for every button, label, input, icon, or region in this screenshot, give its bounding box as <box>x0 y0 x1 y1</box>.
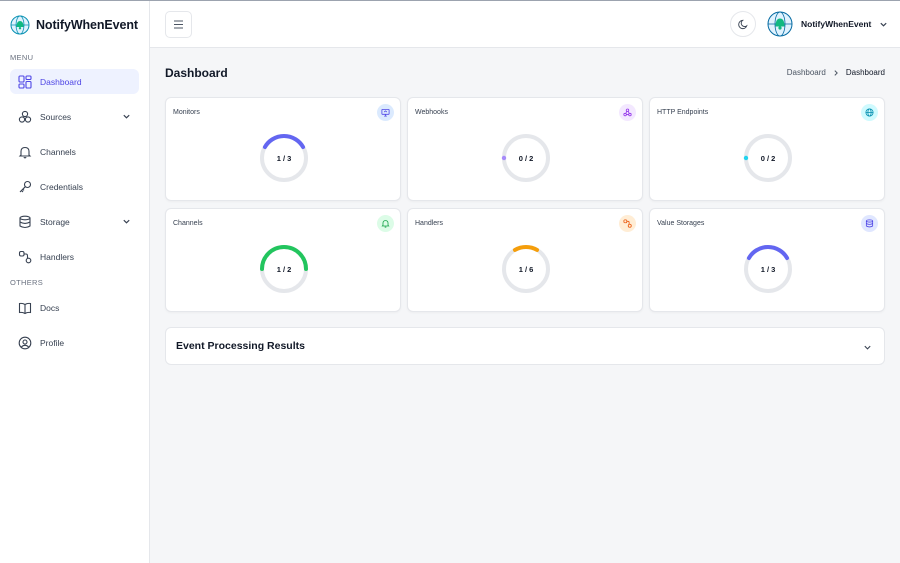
sidebar-item-docs[interactable]: Docs <box>10 295 139 320</box>
sources-icon <box>18 110 32 124</box>
breadcrumb-current: Dashboard <box>845 68 885 77</box>
main-nav: Dashboard Sources Channels <box>0 69 149 269</box>
accordion-title: Event Processing Results <box>176 340 305 352</box>
progress-gauge <box>260 134 308 182</box>
gauge-value: 0 / 2 <box>760 153 776 163</box>
sidebar-item-label: Channels <box>40 146 76 157</box>
others-nav: Docs Profile <box>0 295 149 355</box>
stat-card-http-endpoints: HTTP Endpoints 0 / 2 <box>649 97 885 201</box>
user-circle-icon <box>18 336 32 350</box>
sidebar-item-label: Storage <box>40 216 70 227</box>
handlers-icon <box>18 250 32 264</box>
gauge-progress-arc <box>262 134 306 149</box>
globe-icon <box>865 108 874 117</box>
card-title: Handlers <box>415 220 444 227</box>
topbar: NotifyWhenEvent <box>150 1 900 48</box>
card-badge <box>861 215 878 232</box>
card-badge <box>377 215 394 232</box>
sidebar-item-label: Handlers <box>40 251 75 262</box>
progress-gauge <box>501 134 550 182</box>
card-title: Value Storages <box>657 220 705 227</box>
stat-card-channels: Channels 1 / 2 <box>165 208 401 312</box>
others-section-label: OTHERS <box>10 278 44 287</box>
monitor-icon <box>381 108 390 117</box>
sidebar-item-label: Dashboard <box>40 76 82 87</box>
card-title: Channels <box>173 220 203 227</box>
handlers-icon <box>623 219 632 228</box>
sidebar-item-credentials[interactable]: Credentials <box>10 174 139 199</box>
page-title: Dashboard <box>165 66 228 80</box>
stat-card-monitors: Monitors 1 / 3 <box>165 97 401 201</box>
event-processing-results-accordion[interactable]: Event Processing Results <box>165 327 885 365</box>
sidebar-toggle-button[interactable] <box>165 11 192 38</box>
card-title: HTTP Endpoints <box>657 109 709 116</box>
bell-icon <box>381 220 390 228</box>
card-badge <box>861 104 878 121</box>
card-badge <box>619 215 636 232</box>
card-title: Monitors <box>173 109 200 116</box>
stat-card-handlers: Handlers 1 / 6 <box>407 208 643 312</box>
stat-card-webhooks: Webhooks 0 / 2 <box>407 97 643 201</box>
gauge-progress-dot <box>501 155 507 161</box>
progress-gauge <box>743 134 792 182</box>
sidebar-item-storage[interactable]: Storage <box>10 209 139 234</box>
sidebar-item-label: Sources <box>40 111 72 122</box>
sidebar-item-label: Profile <box>40 337 65 348</box>
card-badge <box>619 104 636 121</box>
stat-card-value-storages: Value Storages 1 / 3 <box>649 208 885 312</box>
dashboard-grid-icon <box>18 74 32 89</box>
sidebar-item-handlers[interactable]: Handlers <box>10 244 139 269</box>
sidebar-item-dashboard[interactable]: Dashboard <box>10 69 139 94</box>
gauge-progress-arc <box>746 245 790 260</box>
gauge-value: 1 / 2 <box>276 264 292 274</box>
chevron-down-icon[interactable] <box>122 217 131 226</box>
sidebar-item-sources[interactable]: Sources <box>10 104 139 129</box>
database-icon <box>18 215 32 229</box>
progress-gauge <box>744 245 792 293</box>
brand[interactable]: NotifyWhenEvent <box>0 1 149 49</box>
hamburger-menu-icon <box>174 20 183 29</box>
avatar <box>767 11 793 37</box>
moon-icon <box>737 19 748 29</box>
gauge-value: 1 / 6 <box>518 264 534 274</box>
book-icon <box>18 301 32 315</box>
chevron-down-icon <box>864 345 871 350</box>
sidebar-item-channels[interactable]: Channels <box>10 139 139 164</box>
card-badge <box>377 104 394 121</box>
progress-gauge <box>502 245 550 293</box>
theme-toggle-button[interactable] <box>730 11 756 37</box>
progress-gauge <box>260 245 308 293</box>
gauge-progress-arc <box>260 245 308 271</box>
brand-name: NotifyWhenEvent <box>36 18 138 32</box>
logo-globe-bell-icon <box>10 15 30 35</box>
user-name: NotifyWhenEvent <box>801 19 872 29</box>
gauge-value: 0 / 2 <box>518 153 534 163</box>
menu-section-label: MENU <box>10 53 34 62</box>
bell-icon <box>18 145 32 159</box>
breadcrumb: Dashboard Dashboard <box>787 68 885 77</box>
sidebar-item-profile[interactable]: Profile <box>10 330 139 355</box>
gauge-value: 1 / 3 <box>276 153 292 163</box>
chevron-down-icon[interactable] <box>122 112 131 121</box>
sidebar-item-label: Credentials <box>40 181 83 192</box>
card-title: Webhooks <box>415 109 448 116</box>
key-icon <box>18 180 32 194</box>
user-menu[interactable]: NotifyWhenEvent <box>767 11 888 37</box>
sidebar: NotifyWhenEvent MENU Dashboard Sources <box>0 1 150 563</box>
gauge-progress-dot <box>743 155 749 161</box>
chevron-down-icon <box>880 22 887 27</box>
webhook-icon <box>623 108 632 117</box>
chevron-right-icon <box>834 69 838 76</box>
sidebar-item-label: Docs <box>40 302 60 313</box>
breadcrumb-link[interactable]: Dashboard <box>786 68 826 77</box>
gauge-value: 1 / 3 <box>760 264 776 274</box>
database-icon <box>865 219 874 228</box>
gauge-progress-arc <box>512 245 540 252</box>
